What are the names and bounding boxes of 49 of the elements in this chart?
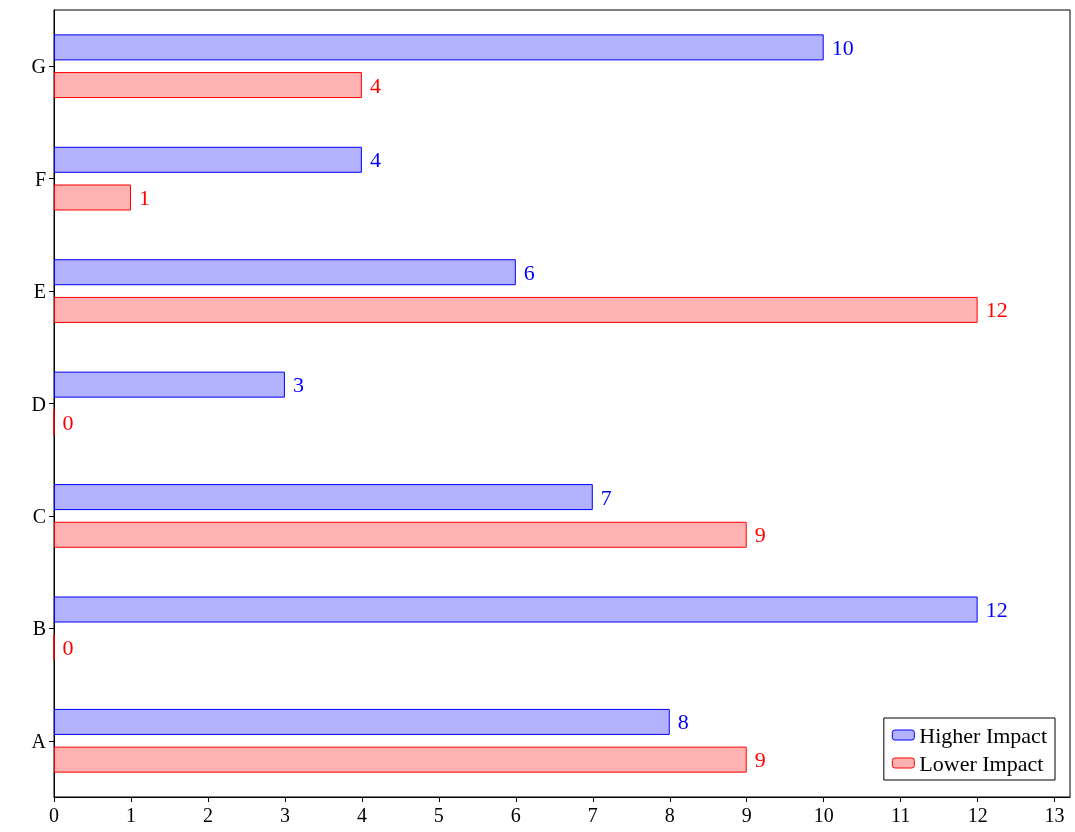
bar: [54, 146, 362, 173]
x-tick-label: 2: [202, 804, 213, 826]
x-tick-label: 8: [664, 804, 675, 826]
bar: [54, 708, 670, 735]
y-tick-label: E: [33, 280, 46, 303]
x-tick-label: 3: [279, 804, 290, 826]
x-tick-label: 12: [967, 804, 988, 826]
bar: [54, 72, 362, 99]
x-tick-label: 7: [587, 804, 598, 826]
data-label: 0: [62, 409, 74, 435]
bar: [54, 184, 131, 211]
x-tick-label: 4: [356, 804, 367, 826]
bar: [54, 34, 824, 61]
bar: [54, 521, 747, 548]
x-tick-label: 11: [891, 804, 911, 826]
data-label: 12: [985, 597, 1008, 623]
x-tick-label: 13: [1044, 804, 1065, 826]
bar: [54, 259, 516, 286]
bar: [54, 484, 593, 511]
data-label: 12: [985, 297, 1008, 323]
data-label: 9: [754, 747, 766, 773]
x-tick-label: 1: [125, 804, 136, 826]
data-label: 0: [62, 634, 74, 660]
x-tick-label: 5: [433, 804, 444, 826]
x-tick-label: 0: [49, 804, 59, 826]
data-label: 6: [523, 259, 535, 285]
x-tick-label: 9: [741, 804, 752, 826]
y-tick-label: C: [32, 504, 46, 527]
bar: [54, 296, 978, 323]
data-label: 4: [369, 72, 381, 98]
data-label: 8: [677, 709, 689, 735]
y-tick-label: D: [31, 392, 46, 415]
data-label: 4: [369, 147, 381, 173]
y-tick-label: A: [31, 729, 47, 752]
data-label: 10: [831, 34, 854, 60]
legend-label: Higher Impact: [919, 722, 1047, 748]
bar: [54, 596, 978, 623]
bar: [54, 746, 747, 773]
data-label: 1: [138, 184, 150, 210]
y-tick-label: B: [32, 617, 46, 640]
y-tick-label: F: [34, 167, 46, 190]
x-tick-label: 10: [813, 804, 834, 826]
data-label: 3: [292, 372, 304, 398]
data-label: 9: [754, 522, 766, 548]
y-tick-label: G: [31, 55, 46, 78]
legend-label: Lower Impact: [919, 750, 1044, 776]
data-label: 7: [600, 484, 612, 510]
x-tick-label: 6: [510, 804, 521, 826]
bar: [54, 371, 285, 398]
